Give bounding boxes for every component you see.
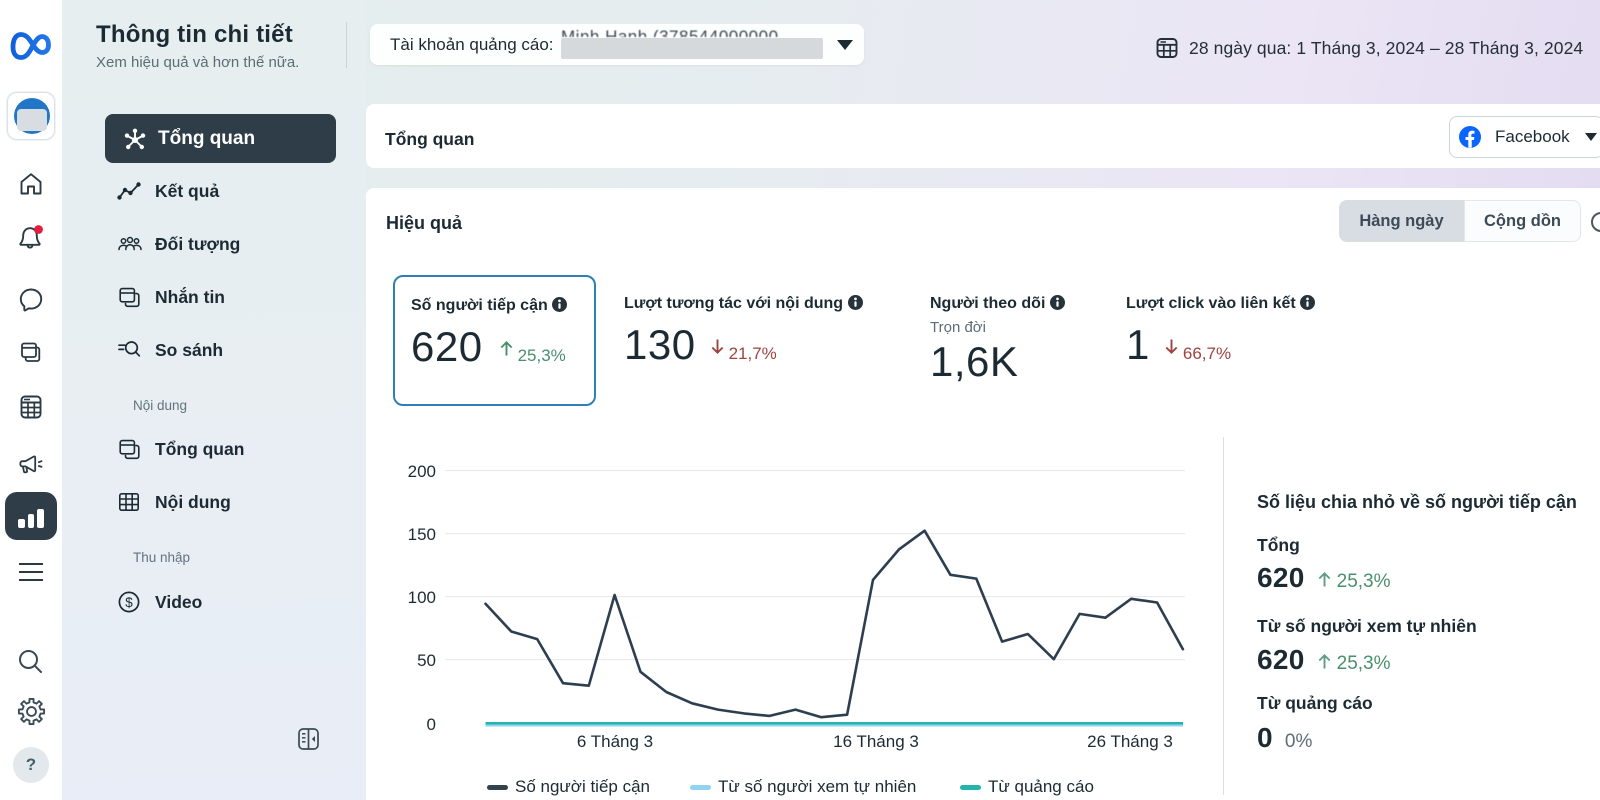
svg-text:$: $: [125, 595, 133, 610]
